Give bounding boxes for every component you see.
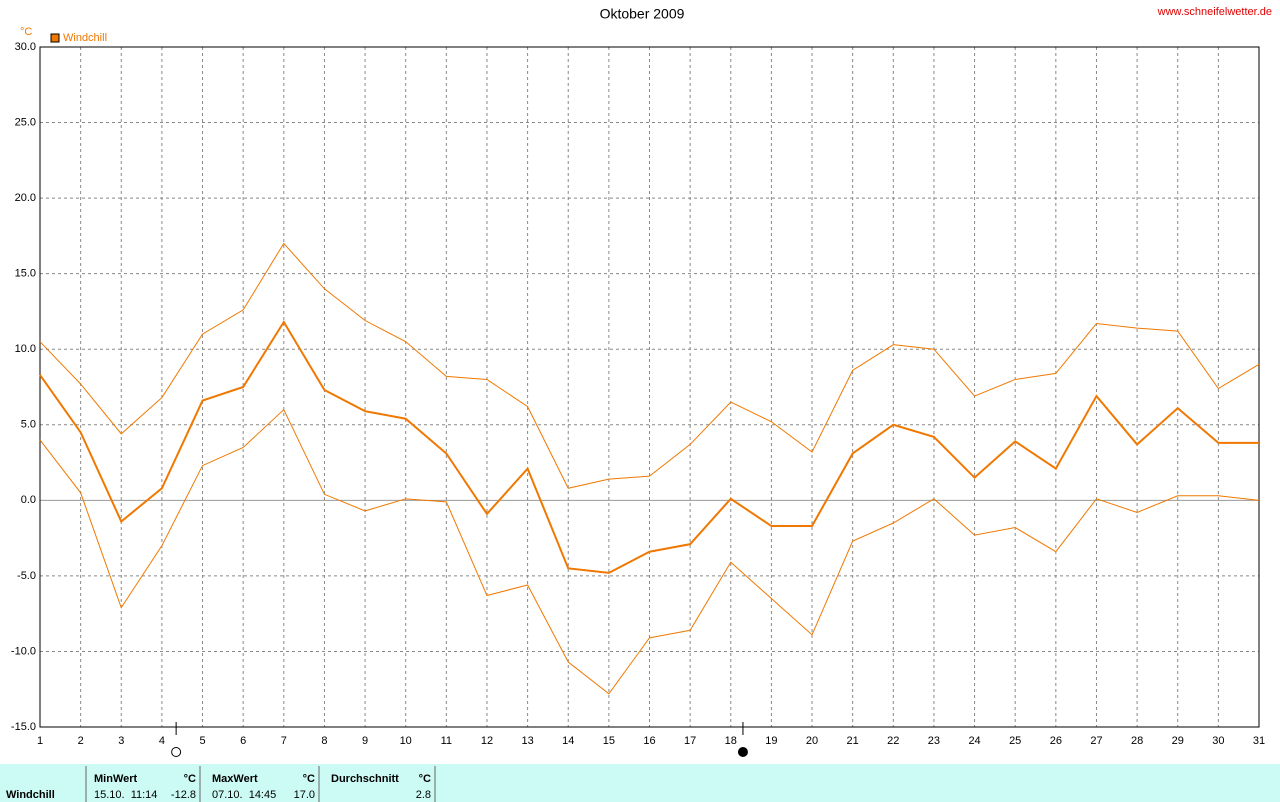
x-tick-label: 15 (603, 735, 615, 747)
y-tick-label: 20.0 (15, 192, 36, 204)
x-tick-label: 14 (562, 735, 574, 747)
y-tick-label: 25.0 (15, 116, 36, 128)
footer-unit: °C (184, 773, 196, 785)
series-line (39, 242, 1260, 489)
y-tick-label: 15.0 (15, 268, 36, 280)
x-tick-label: 2 (78, 735, 84, 747)
plot-frame (39, 46, 1260, 728)
x-tick-label: 31 (1253, 735, 1265, 747)
x-tick-label: 25 (1009, 735, 1021, 747)
x-tick-label: 29 (1172, 735, 1184, 747)
series-line (39, 408, 1260, 695)
x-tick-label: 20 (806, 735, 818, 747)
source: www.schneifelwetter.de (1157, 6, 1272, 18)
x-tick-label: 10 (400, 735, 412, 747)
footer-time: 15.10. 11:14 (94, 789, 157, 801)
x-tick-label: 17 (684, 735, 696, 747)
footer-value: 17.0 (294, 789, 315, 801)
footer-header: Durchschnitt (331, 773, 399, 785)
x-tick-label: 18 (725, 735, 737, 747)
footer-bg (0, 764, 1280, 802)
legend-swatch (50, 33, 60, 43)
moon-phase (171, 747, 182, 757)
x-tick-label: 21 (847, 735, 859, 747)
chart-title: Oktober 2009 (600, 6, 685, 22)
x-tick-label: 3 (118, 735, 124, 747)
x-tick-label: 11 (441, 735, 452, 747)
x-tick-label: 8 (321, 735, 327, 747)
footer-unit: °C (419, 773, 431, 785)
x-tick-label: 13 (521, 735, 533, 747)
footer-label: Windchill (6, 789, 55, 801)
y-tick-label: -10.0 (11, 645, 36, 657)
y-tick-label: -5.0 (17, 570, 36, 582)
x-tick-label: 28 (1131, 735, 1143, 747)
y-tick-label: 5.0 (21, 419, 36, 431)
footer-header: MinWert (94, 773, 138, 785)
footer-value: 2.8 (416, 789, 431, 801)
y-tick-label: 30.0 (15, 41, 36, 53)
y-tick-label: 0.0 (21, 494, 36, 506)
x-tick-label: 30 (1212, 735, 1224, 747)
x-tick-label: 24 (968, 735, 980, 747)
x-tick-label: 23 (928, 735, 940, 747)
footer-value: -12.8 (171, 789, 196, 801)
y-tick-label: -15.0 (11, 721, 36, 733)
x-tick-label: 4 (159, 735, 165, 747)
x-tick-label: 9 (362, 735, 368, 747)
footer-time: 07.10. 14:45 (212, 789, 276, 801)
x-tick-label: 7 (281, 735, 287, 747)
x-tick-label: 1 (37, 735, 43, 747)
x-tick-label: 26 (1050, 735, 1062, 747)
footer-unit: °C (303, 773, 315, 785)
x-tick-label: 5 (199, 735, 205, 747)
y-tick-label: 10.0 (15, 343, 36, 355)
moon-phase (737, 747, 748, 757)
x-tick-label: 27 (1090, 735, 1102, 747)
x-tick-label: 12 (481, 735, 493, 747)
x-tick-label: 22 (887, 735, 899, 747)
footer-header: MaxWert (212, 773, 258, 785)
x-tick-label: 19 (765, 735, 777, 747)
y-unit: °C (20, 26, 32, 38)
x-tick-label: 16 (643, 735, 655, 747)
x-tick-label: 6 (240, 735, 246, 747)
series-line (39, 320, 1259, 574)
legend-label: Windchill (63, 32, 107, 44)
